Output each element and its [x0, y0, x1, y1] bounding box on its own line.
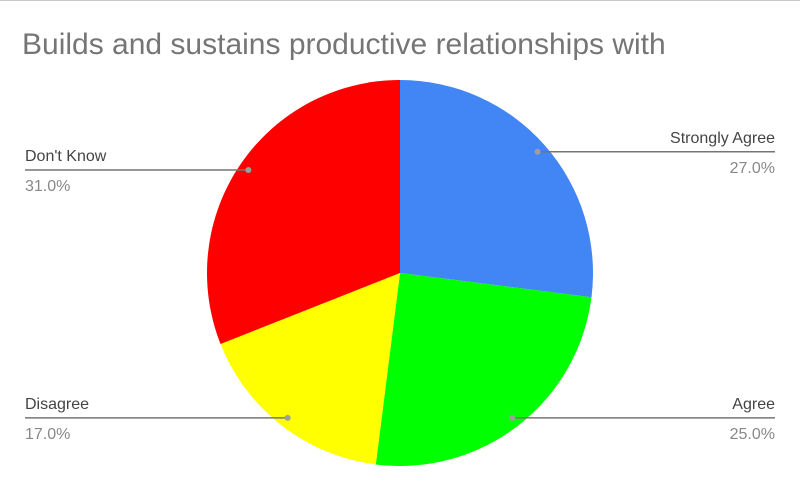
leader-dot [284, 414, 291, 421]
chart-title: Builds and sustains productive relations… [22, 28, 666, 61]
leader-dot [245, 166, 252, 173]
leader-dot [509, 414, 516, 421]
slice-value: 27.0% [730, 160, 775, 177]
slice-label: Disagree [25, 396, 89, 413]
slice-label: Strongly Agree [670, 130, 775, 147]
slice-value: 31.0% [25, 178, 70, 195]
leader-dot [534, 148, 541, 155]
pie-slice [375, 273, 592, 466]
slice-label: Don't Know [25, 148, 107, 165]
slice-value: 17.0% [25, 426, 70, 443]
pie-slice [207, 80, 400, 345]
slice-value: 25.0% [730, 426, 775, 443]
pie-slice [220, 273, 400, 465]
slice-label: Agree [732, 396, 775, 413]
pie-slice [400, 80, 593, 298]
